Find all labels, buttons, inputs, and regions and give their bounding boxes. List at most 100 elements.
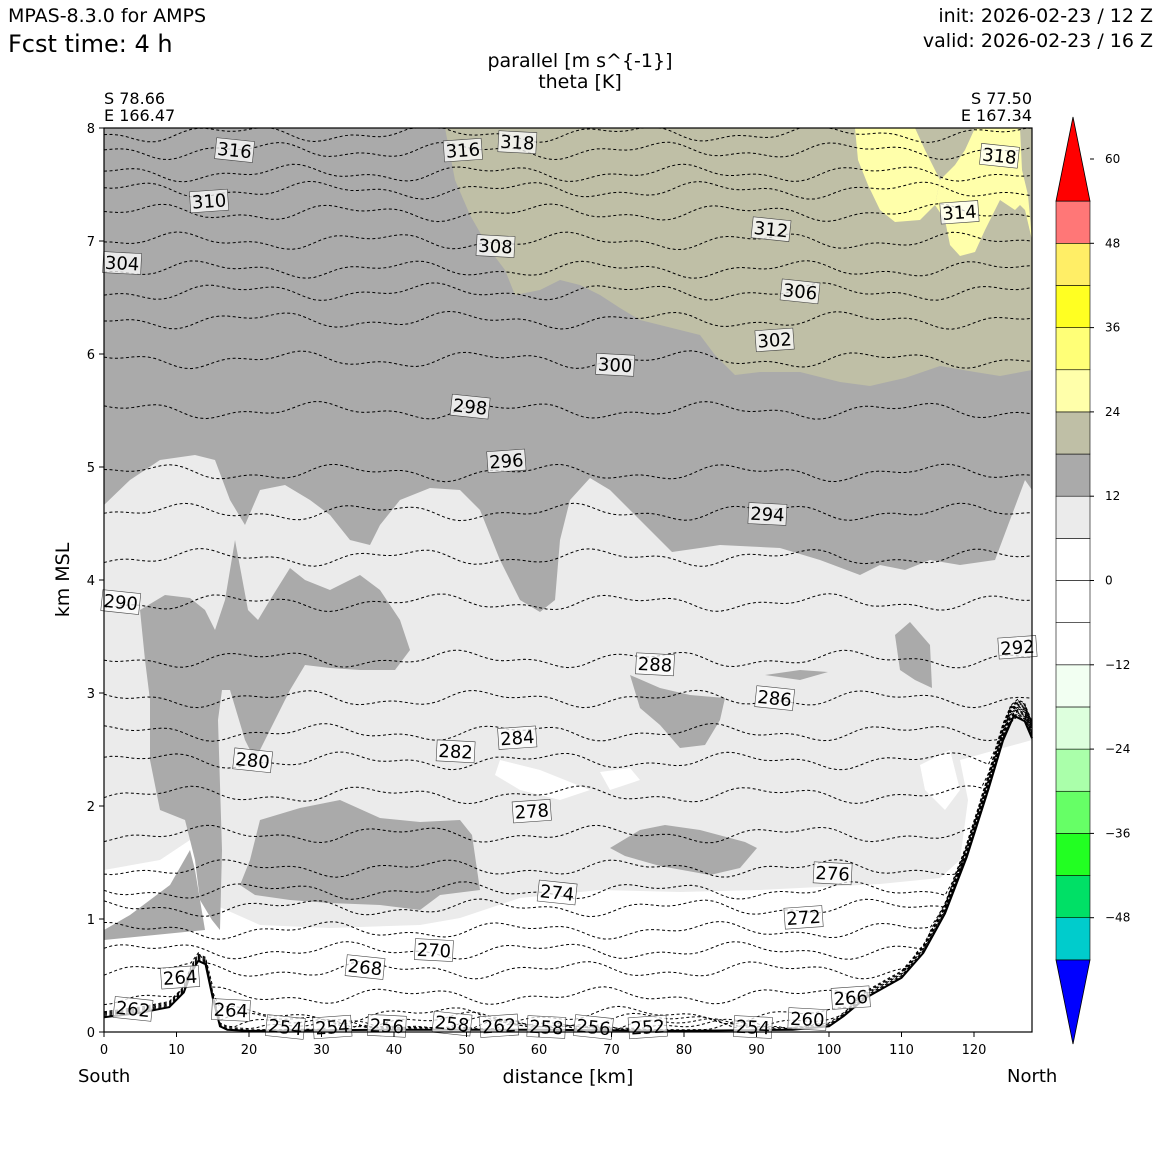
- init-time: init: 2026-02-23 / 12 Z: [938, 5, 1153, 27]
- y-tick-label: 0: [87, 1026, 95, 1041]
- contour-label-box: [112, 996, 154, 1022]
- contour-label-text: 312: [753, 218, 789, 242]
- contour-label-text: 286: [756, 687, 792, 711]
- contour-label-text: 280: [234, 749, 270, 773]
- colorbar-swatch: [1055, 622, 1091, 666]
- contour-label-text: 318: [500, 132, 535, 155]
- shade-white-patch-a: [495, 760, 590, 800]
- contour-label-298: 298: [449, 393, 491, 420]
- colorbar-extend-min: [1055, 959, 1091, 1045]
- contour-label-box: [812, 861, 853, 886]
- theta-line-280: [103, 701, 1033, 805]
- contour-label-264: 264: [211, 998, 251, 1022]
- contour-label-text: 282: [438, 741, 473, 764]
- contour-label-296: 296: [486, 448, 527, 474]
- colorbar-tick-label: −36: [1105, 826, 1130, 840]
- contour-label-box: [787, 1007, 828, 1031]
- theta-line-270: [103, 706, 1033, 940]
- contour-label-286: 286: [754, 685, 795, 711]
- shade-white-patch-c: [920, 750, 960, 810]
- contour-label-text: 302: [757, 329, 793, 352]
- contour-label-text: 274: [539, 881, 575, 905]
- contour-label-272: 272: [783, 905, 824, 930]
- field-title-theta: theta [K]: [538, 71, 622, 93]
- x-tick-label: 110: [889, 1043, 914, 1058]
- shade-dark-grey-blob-b: [610, 825, 757, 875]
- contour-label-290: 290: [100, 589, 142, 615]
- contour-label-text: 254: [735, 1017, 770, 1040]
- colorbar: 60 48 36 24 12 0 −12 −24 −36 −48: [1055, 116, 1130, 1045]
- shade-dark-grey-column-left: [140, 540, 410, 930]
- contour-label-box: [939, 200, 980, 225]
- contour-label-258: 258: [526, 1015, 567, 1040]
- colorbar-swatch: [1055, 200, 1091, 244]
- theta-line-308: [103, 231, 1033, 251]
- contour-label-box: [344, 954, 386, 980]
- theta-line-262: [103, 711, 1033, 1025]
- north-latitude: S 77.50: [970, 89, 1032, 108]
- x-tick-label: 100: [817, 1043, 842, 1058]
- y-tick-label: 5: [87, 461, 95, 476]
- theta-line-260: [103, 712, 1033, 1030]
- theta-line-294: [103, 502, 1033, 522]
- contour-label-text: 310: [191, 190, 227, 213]
- north-label: North: [1007, 1066, 1058, 1087]
- shade-dark-grey-blob-c: [895, 622, 932, 688]
- shade-dark-grey-lower-left: [104, 850, 205, 940]
- theta-line-276: [103, 703, 1033, 878]
- x-axis-label: distance [km]: [503, 1066, 634, 1088]
- x-tick-label: 20: [241, 1043, 258, 1058]
- contour-label-300: 300: [595, 353, 635, 377]
- colorbar-swatch: [1055, 833, 1091, 876]
- contour-label-text: 316: [216, 139, 252, 163]
- contour-label-box: [573, 1014, 614, 1040]
- contour-label-254: 254: [265, 1014, 306, 1040]
- contour-label-text: 254: [315, 1016, 351, 1039]
- contour-label-box: [100, 589, 142, 615]
- contour-label-274: 274: [536, 879, 578, 906]
- contour-label-text: 304: [104, 253, 139, 276]
- theta-line-282: [103, 699, 1033, 771]
- colorbar-swatch: [1055, 580, 1091, 623]
- contour-label-text: 318: [981, 145, 1017, 169]
- colorbar-swatch: [1055, 327, 1091, 371]
- contour-label-text: 316: [445, 139, 481, 162]
- contour-label-278: 278: [511, 798, 552, 824]
- theta-line-278: [103, 702, 1033, 844]
- contour-label-text: 290: [102, 591, 138, 615]
- theta-line-284: [103, 698, 1033, 742]
- shade-dark-grey-blob-a: [630, 675, 725, 748]
- y-tick-label: 3: [87, 687, 95, 702]
- theta-line-304: [103, 282, 1033, 301]
- contour-label-box: [189, 188, 230, 214]
- theta-line-286: [103, 689, 1033, 709]
- x-tick-label: 70: [603, 1043, 620, 1058]
- contour-label-text: 306: [782, 280, 818, 304]
- theta-line-256: [103, 714, 1033, 1030]
- contour-label-302: 302: [754, 327, 795, 353]
- y-tick-label: 2: [87, 800, 95, 815]
- contour-label-box: [635, 652, 675, 677]
- theta-line-302: [104, 310, 1033, 330]
- contour-label-text: 284: [499, 727, 535, 750]
- colorbar-tick-label: −48: [1105, 911, 1130, 925]
- x-tick-label: 10: [168, 1043, 185, 1058]
- contour-label-264: 264: [160, 965, 201, 990]
- contour-label-256: 256: [573, 1014, 614, 1040]
- x-tick-label: 60: [531, 1043, 548, 1058]
- contour-label-318: 318: [497, 130, 538, 155]
- contour-label-314: 314: [939, 200, 980, 225]
- contour-label-268: 268: [344, 954, 386, 980]
- contour-label-262: 262: [479, 1013, 520, 1038]
- shade-white-lowlevel: [104, 740, 1032, 1032]
- contour-label-text: 252: [630, 1016, 666, 1039]
- contour-label-text: 256: [369, 1015, 404, 1038]
- contour-label-text: 276: [815, 863, 850, 886]
- contour-label-text: 266: [833, 987, 869, 1010]
- contour-label-text: 258: [529, 1017, 564, 1040]
- south-longitude: E 166.47: [104, 106, 176, 125]
- contour-label-box: [486, 448, 527, 474]
- theta-line-296: [103, 463, 1033, 483]
- contour-label-box: [627, 1014, 668, 1040]
